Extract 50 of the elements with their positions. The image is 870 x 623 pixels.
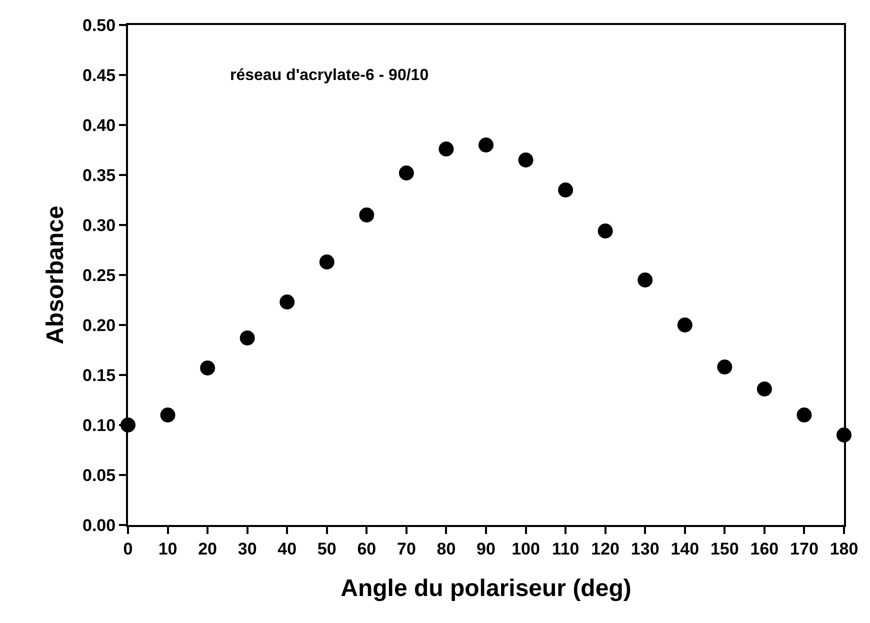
x-axis-title: Angle du polariseur (deg): [340, 575, 632, 602]
y-tick-label: 0.15: [82, 366, 116, 385]
x-tick-label: 70: [396, 539, 416, 558]
point: [438, 142, 454, 156]
point: [319, 254, 334, 270]
point: [638, 272, 653, 288]
point: [359, 208, 374, 222]
x-tick-label: 40: [278, 539, 297, 558]
point: [240, 330, 255, 346]
x-tick-label: 10: [158, 539, 178, 558]
x-tick-label: 130: [630, 539, 660, 558]
x-tick-label: 150: [710, 539, 739, 558]
point: [398, 166, 414, 180]
point: [717, 360, 732, 374]
y-tick-label: 0.40: [82, 116, 116, 135]
y-tick-label: 0.45: [82, 66, 116, 85]
y-axis-title: Absorbance: [42, 206, 70, 344]
point: [478, 138, 494, 152]
point: [558, 182, 574, 198]
y-tick-label: 0.00: [82, 516, 116, 535]
x-tick-label: 160: [750, 539, 779, 558]
annotation: réseau d'acrylate-6 - 90/10: [230, 67, 429, 84]
x-tick-label: 180: [830, 539, 858, 558]
y-tick-label: 0.30: [82, 216, 116, 235]
y-tick-label: 0.50: [82, 16, 116, 35]
y-tick-label: 0.20: [82, 316, 116, 335]
y-tick-label: 0.25: [82, 266, 116, 285]
x-tick-label: 100: [512, 539, 540, 558]
x-tick-label: 0: [123, 539, 133, 558]
x-tick-label: 20: [198, 539, 218, 558]
point: [677, 318, 692, 332]
point: [598, 224, 613, 238]
point: [518, 152, 534, 168]
x-tick-label: 80: [436, 539, 456, 558]
point: [756, 382, 772, 396]
point: [796, 408, 812, 422]
x-tick-label: 50: [317, 539, 336, 558]
x-tick-label: 30: [238, 539, 257, 558]
y-tick-label: 0.05: [82, 466, 116, 485]
point: [200, 360, 216, 376]
x-tick-label: 170: [790, 539, 818, 558]
y-tick-label: 0.35: [82, 166, 116, 185]
y-tick-label: 0.10: [82, 416, 116, 435]
point: [160, 408, 176, 422]
x-tick-label: 110: [552, 539, 580, 558]
x-tick-label: 120: [591, 539, 620, 558]
x-tick-label: 140: [670, 539, 700, 558]
x-tick-label: 90: [476, 539, 496, 558]
point: [280, 294, 295, 310]
x-tick-label: 60: [357, 539, 376, 558]
